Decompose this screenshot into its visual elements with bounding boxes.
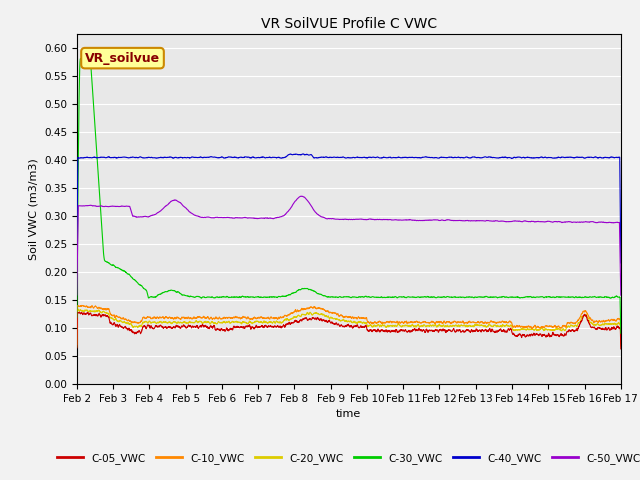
Text: VR_soilvue: VR_soilvue [85,52,160,65]
X-axis label: time: time [336,409,362,419]
Y-axis label: Soil VWC (m3/m3): Soil VWC (m3/m3) [28,158,38,260]
Title: VR SoilVUE Profile C VWC: VR SoilVUE Profile C VWC [260,17,437,31]
Legend: C-05_VWC, C-10_VWC, C-20_VWC, C-30_VWC, C-40_VWC, C-50_VWC: C-05_VWC, C-10_VWC, C-20_VWC, C-30_VWC, … [52,449,640,468]
